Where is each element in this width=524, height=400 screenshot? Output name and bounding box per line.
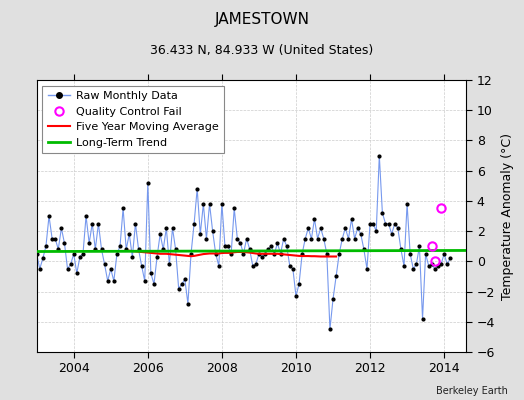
Text: JAMESTOWN: JAMESTOWN: [214, 12, 310, 27]
Text: 36.433 N, 84.933 W (United States): 36.433 N, 84.933 W (United States): [150, 44, 374, 57]
Y-axis label: Temperature Anomaly (°C): Temperature Anomaly (°C): [501, 132, 514, 300]
Legend: Raw Monthly Data, Quality Control Fail, Five Year Moving Average, Long-Term Tren: Raw Monthly Data, Quality Control Fail, …: [42, 86, 224, 153]
Text: Berkeley Earth: Berkeley Earth: [436, 386, 508, 396]
